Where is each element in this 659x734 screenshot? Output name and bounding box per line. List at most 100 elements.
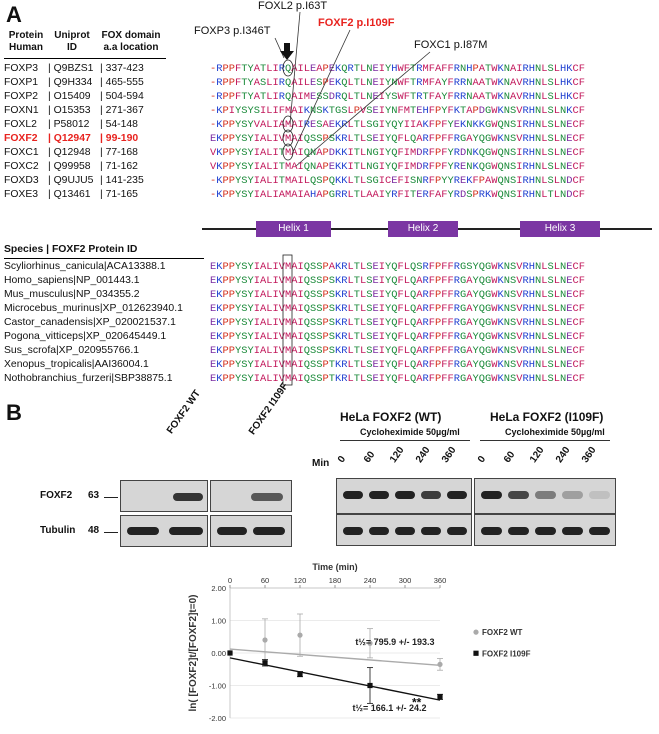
- protein-location: | 99-190: [100, 133, 139, 144]
- blot-band: [369, 527, 389, 535]
- protein-location: | 54-148: [100, 119, 138, 130]
- x-tick-label: 60: [261, 576, 269, 585]
- trend-line: [229, 648, 441, 667]
- protein-uniprot: | O15353: [48, 105, 91, 116]
- protein-uniprot: | Q9UJU5: [48, 175, 94, 186]
- protein-uniprot: | Q99958: [48, 161, 91, 172]
- foxp3-annotation: FOXP3 p.I346T: [194, 25, 271, 37]
- protein-row: FOXC1 | Q12948 | 77-168: [4, 146, 144, 160]
- data-point: [297, 671, 303, 677]
- protein-table: FOXP3 | Q9BZS1 | 337-423 FOXP1 | Q9H334 | 465…: [4, 62, 144, 202]
- wt-halflife: t½= 795.9 +/- 193.3: [355, 637, 434, 647]
- species-row: Nothobranchius_furzeri|SBP38875.1: [4, 373, 173, 384]
- species-alignment: EKPPYSYIALIVMAIQSSPAKRLTLSEIYQFLQSRFPFFR…: [210, 260, 585, 386]
- fox-sequence: -KPPYSYVALIAMAIRESAEKRLTLSGIYQYIIAKFPFYE…: [210, 119, 585, 131]
- blot-band: [395, 491, 415, 499]
- protein-name: FOXC1: [4, 147, 39, 158]
- protein-row: FOXN1 | O15353 | 271-367: [4, 104, 144, 118]
- protein-location: | 271-367: [100, 105, 144, 116]
- protein-name: FOXL2: [4, 119, 37, 130]
- species-row: Castor_canadensis|XP_020021537.1: [4, 317, 176, 328]
- blot-band: [343, 527, 363, 535]
- blot-band: [447, 527, 467, 535]
- data-point: [367, 640, 373, 646]
- data-point: [262, 660, 268, 666]
- timepoint-label: 240: [413, 445, 433, 465]
- species-row: Homo_sapiens|NP_001443.1: [4, 275, 140, 286]
- y-tick-label: -1.00: [209, 682, 226, 691]
- protein-name: FOXF2: [4, 133, 38, 144]
- protein-location: | 77-168: [100, 147, 138, 158]
- protein-uniprot: | Q9H334: [48, 77, 93, 88]
- blot-band: [562, 491, 583, 499]
- data-point: [227, 650, 233, 656]
- fox-sequence: -RPPFTYATLIRQAIMESSDRQLTLNEIYSWFTRTFAYFR…: [210, 91, 585, 103]
- timepoint-label: 0: [475, 454, 489, 465]
- protein-location: | 504-594: [100, 91, 144, 102]
- fox-sequence: VKPPYSYIALITMAIQNAPEKKITLNGIYQFIMDRFPFYR…: [210, 161, 585, 173]
- data-point: [367, 682, 373, 689]
- y-axis-label: ln( [FOXF2]t/[FOXF2]t=0): [188, 595, 199, 712]
- species-row: Sus_scrofa|XP_020955766.1: [4, 345, 139, 356]
- helix-2: Helix 2: [388, 221, 458, 237]
- header-divider: [4, 58, 166, 59]
- legend-mut: FOXF2 I109F: [482, 649, 531, 658]
- protein-location: | 71-162: [100, 161, 138, 172]
- mw-63: 63: [88, 490, 100, 501]
- blot-band: [343, 491, 363, 499]
- species-sequence: EKPPYSYIALIVMAIQSSPSKRLTLSEIYQFLQARFPFFR…: [210, 345, 585, 357]
- protein-location: | 141-235: [100, 175, 144, 186]
- hela-wt-title: HeLa FOXF2 (WT): [340, 410, 442, 424]
- protein-uniprot: | O15409: [48, 91, 91, 102]
- data-point: [262, 637, 268, 643]
- blot-foxf2-wt: [120, 480, 208, 512]
- y-tick-label: 1.00: [211, 617, 226, 626]
- helix-3: Helix 3: [520, 221, 600, 237]
- blot-band: [535, 491, 556, 499]
- col-location-header: FOX domain a.a location: [101, 30, 161, 53]
- protein-name: FOXP1: [4, 77, 39, 88]
- blot-band: [421, 527, 441, 535]
- x-tick-label: 120: [294, 576, 307, 585]
- protein-uniprot: | Q12948: [48, 147, 91, 158]
- species-sequence: EKPPYSYIALIVMAIQSSPSKRLTLSEIYQFLQARFPFFR…: [210, 275, 585, 287]
- hela-wt-sub: Cycloheximide 50µg/ml: [360, 427, 460, 437]
- protein-name: FOXP2: [4, 91, 39, 102]
- fox-sequence: -KPPYSYIALITMAILQSPQKKLTLSGICEFISNRFPYYR…: [210, 175, 585, 187]
- protein-location: | 465-555: [100, 77, 144, 88]
- blot-foxf2-mut: [210, 480, 292, 512]
- protein-row: FOXF2 | Q12947 | 99-190: [4, 132, 144, 146]
- species-sequence: EKPPYSYIALIVMAIQSSPSKRLTLSEIYQFLQARFPFFR…: [210, 331, 585, 343]
- timepoint-label: 120: [527, 445, 547, 465]
- protein-uniprot: | P58012: [48, 119, 90, 130]
- legend-marker: [473, 629, 479, 635]
- annotation-lines: [274, 11, 431, 386]
- protein-name: FOXE3: [4, 189, 39, 200]
- x-tick-label: 0: [228, 576, 232, 585]
- arrow-down-icon: [280, 43, 294, 60]
- foxf2-annotation: FOXF2 p.I109F: [318, 17, 395, 29]
- timepoint-label: 0: [335, 454, 349, 465]
- species-table: Scyliorhinus_canicula|ACA13388.1 Homo_sap…: [4, 260, 183, 386]
- y-tick-label: 2.00: [211, 584, 226, 593]
- blot-hela-mut-tubulin: [474, 514, 616, 546]
- blot-tubulin-mut: [210, 515, 292, 547]
- protein-row: FOXL2 | P58012 | 54-148: [4, 118, 144, 132]
- species-sequence: EKPPYSYIALIVMAIQSSPSKRLTLSEIYQFLQARFPFFR…: [210, 317, 585, 329]
- blot-hela-wt-foxf2: [336, 478, 472, 514]
- chart-title: Time (min): [312, 562, 357, 572]
- col-protein-header: Protein Human: [8, 30, 44, 53]
- species-sequence: EKPPYSYIALIVMAIQSSPTKRLTLSEIYQFLQARFPFFR…: [210, 359, 585, 371]
- timepoint-label: 60: [361, 449, 378, 465]
- col-uniprot-header: Uniprot ID: [54, 30, 90, 53]
- protein-row: FOXE3 | Q13461 | 71-165: [4, 188, 144, 202]
- protein-uniprot: | Q13461: [48, 189, 91, 200]
- protein-name: FOXP3: [4, 63, 39, 74]
- legend-marker: [473, 650, 479, 656]
- species-sequence: EKPPYSYIALIVMAIQSSPSKRLTLSEIYQFLQARFPFFR…: [210, 289, 585, 301]
- blot-band: [447, 491, 467, 499]
- y-tick-label: 0.00: [211, 649, 226, 658]
- protein-location: | 71-165: [100, 189, 138, 200]
- timepoint-label: 360: [439, 445, 459, 465]
- panel-a-label: A: [6, 2, 22, 27]
